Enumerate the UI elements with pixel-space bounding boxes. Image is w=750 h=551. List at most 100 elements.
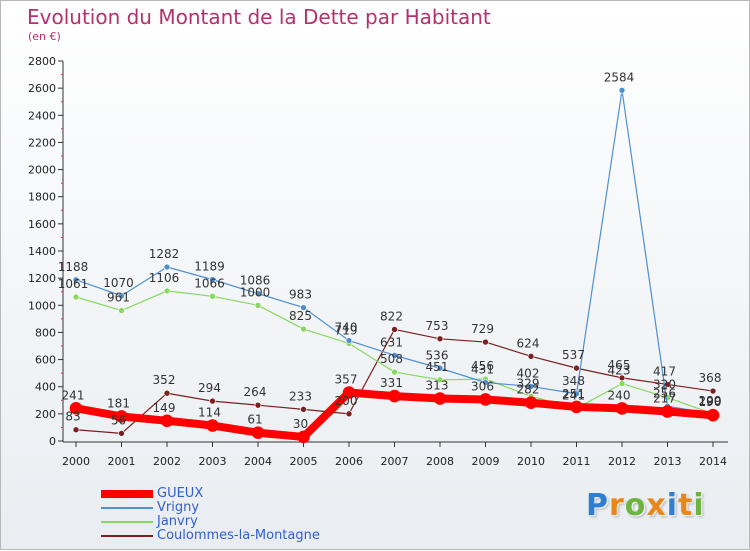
data-point [573,390,580,398]
data-point [618,87,626,94]
data-label: 1070 [103,276,134,290]
x-tick-label: 2003 [199,455,227,468]
y-tick-label: 600 [35,354,56,367]
x-tick-label: 2014 [699,455,727,468]
data-label: 352 [153,373,176,387]
x-tick-label: 2013 [654,455,682,468]
data-point [254,301,262,309]
y-tick-label: 400 [35,381,56,394]
legend-swatch [101,521,153,523]
data-label: 1189 [194,260,225,274]
y-tick-label: 2000 [28,164,56,177]
data-label: 825 [289,309,312,323]
data-point [524,396,538,410]
x-tick-label: 2011 [563,455,591,468]
data-point [72,426,80,434]
logo-letter: P [586,488,609,523]
data-label: 740 [335,321,358,335]
data-point [527,383,535,390]
data-point [573,364,580,372]
data-point [300,304,307,311]
data-label: 329 [517,376,540,390]
data-label: 241 [62,388,85,402]
data-label: 402 [517,366,540,380]
data-point [436,335,444,343]
data-point [570,400,583,414]
logo-letter: r [609,488,625,523]
axes: 0 200 400 600 800 1000 1200 1400 1600 1800 2000 220… [28,55,728,468]
y-tick-label: 1600 [28,218,56,231]
data-point [436,364,444,372]
data-label: 200 [699,394,722,408]
data-label: 456 [471,359,494,373]
data-point [297,430,310,444]
x-tick-label: 2009 [472,455,500,468]
data-label: 1061 [58,277,89,291]
data-label: 631 [380,335,403,349]
data-label: 190 [699,395,722,409]
data-point [72,276,80,284]
data-label: 1106 [149,271,180,285]
data-point [254,401,262,409]
data-label: 282 [517,383,540,397]
data-label: 1086 [240,274,271,288]
data-label: 719 [335,323,358,337]
data-label: 423 [608,364,631,378]
y-tick-label: 1400 [28,245,56,258]
y-tick-label: 2600 [28,82,56,95]
chart-subtitle: (en €) [28,30,61,43]
legend-label: Vrigny [157,500,200,515]
data-label: 56 [111,413,126,427]
data-label: 357 [335,373,358,387]
data-point [163,287,171,295]
data-label: 83 [65,410,80,424]
data-label: 313 [426,379,449,393]
data-point [709,387,717,395]
data-point [482,379,489,386]
y-tick-label: 1200 [28,272,56,285]
data-point [345,410,353,418]
data-point [115,410,128,423]
proxiti-logo: Proxiti [586,488,705,523]
data-label: 451 [426,360,449,374]
y-tick-label: 2400 [28,109,56,122]
data-label: 348 [562,374,585,388]
logo-letter: i [693,488,705,523]
data-label: 320 [653,378,676,392]
data-point [254,290,262,297]
data-point [345,337,353,344]
data-label: 149 [153,401,176,415]
data-label: 264 [244,385,267,399]
data-point [391,326,398,333]
data-label: 217 [653,392,676,406]
data-point [209,293,216,300]
legend-label: GUEUX [157,486,204,501]
data-label: 431 [471,363,494,377]
y-tick-label: 800 [35,326,56,339]
x-tick-label: 2005 [290,455,318,468]
data-label: 2584 [604,70,635,84]
data-label: 729 [471,322,494,336]
y-tick-label: 1000 [28,299,56,312]
x-tick-label: 2004 [244,455,272,468]
data-point [388,389,401,403]
data-point [206,419,219,432]
data-point [479,393,492,406]
chart-title: Evolution du Montant de la Dette par Hab… [27,5,491,29]
data-labels: 83 56 352 294 264 233 200 822 753 729 624 537 465 417… [58,70,722,431]
data-label: 624 [517,336,540,350]
data-label: 753 [426,319,449,333]
legend-swatch [101,507,153,509]
y-tick-label: 2800 [28,55,56,68]
data-point [706,408,720,422]
data-point [251,426,265,440]
data-point [163,389,171,397]
data-point [300,325,307,333]
data-label: 114 [198,406,221,420]
data-label: 537 [562,348,585,362]
data-label: 822 [380,309,403,323]
data-label: 368 [699,371,722,385]
x-tick-label: 2010 [517,455,545,468]
